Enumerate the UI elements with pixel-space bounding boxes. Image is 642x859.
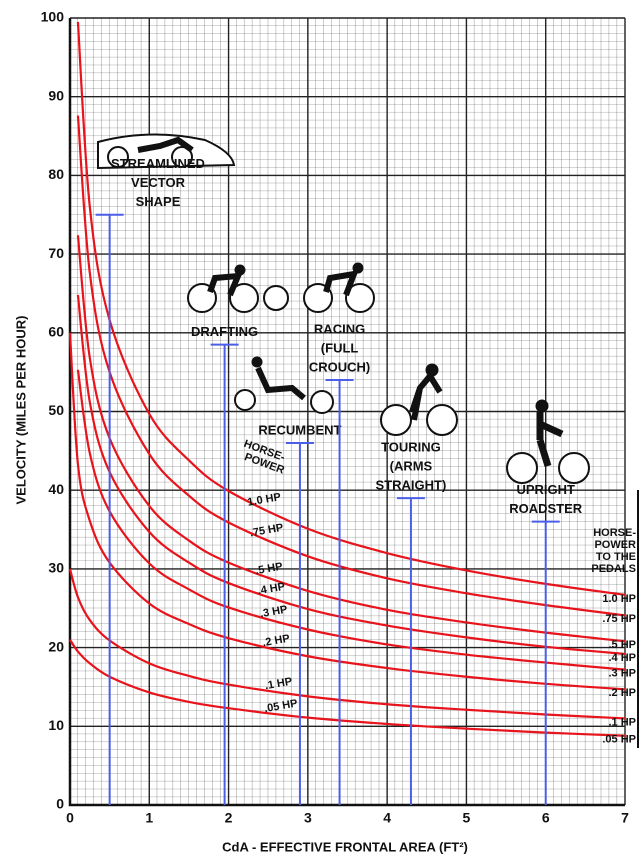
- position-label: TOURING: [381, 440, 441, 455]
- x-tick-label: 7: [621, 810, 629, 826]
- y-axis-title: VELOCITY (MILES PER HOUR): [13, 316, 28, 505]
- y-tick-label: 40: [48, 481, 64, 497]
- x-tick-label: 1: [145, 810, 153, 826]
- legend-label: .3 HP: [608, 668, 636, 680]
- legend-label: .1 HP: [608, 716, 636, 728]
- page: {"chart_data": { "type": "line", "xlabel…: [0, 0, 642, 859]
- y-tick-label: 60: [48, 324, 64, 340]
- icon-wheel: [559, 453, 589, 483]
- icon-head: [252, 357, 262, 367]
- position-label: DRAFTING: [191, 324, 258, 339]
- icon-wheel: [427, 405, 457, 435]
- icon-wheel: [264, 286, 288, 310]
- y-tick-label: 30: [48, 560, 64, 576]
- y-tick-label: 70: [48, 245, 64, 261]
- position-label: STREAMLINED: [111, 156, 205, 171]
- y-tick-label: 0: [56, 796, 64, 812]
- y-tick-label: 80: [48, 166, 64, 182]
- y-tick-label: 100: [41, 9, 65, 25]
- legend-label: .05 HP: [602, 734, 636, 746]
- position-label: ROADSTER: [509, 501, 583, 516]
- x-axis-title: CdA - EFFECTIVE FRONTAL AREA (FT²): [222, 839, 468, 854]
- icon-wheel: [381, 405, 411, 435]
- icon-wheel: [507, 453, 537, 483]
- legend-heading: TO THE: [596, 551, 636, 563]
- y-tick-label: 90: [48, 87, 64, 103]
- x-tick-label: 2: [225, 810, 233, 826]
- icon-wheel: [311, 391, 333, 413]
- position-label: RECUMBENT: [258, 422, 341, 437]
- icon-head: [353, 263, 363, 273]
- legend-label: 1.0 HP: [602, 593, 636, 605]
- position-label: CROUCH): [309, 359, 370, 374]
- legend-heading: HORSE-: [593, 527, 636, 539]
- x-tick-label: 5: [463, 810, 471, 826]
- chart: VELOCITY (MILES PER HOUR) CdA - EFFECTIV…: [0, 0, 642, 859]
- position-label: (FULL: [321, 340, 359, 355]
- y-tick-label: 10: [48, 717, 64, 733]
- icon-head: [536, 400, 548, 412]
- position-label: SHAPE: [136, 194, 181, 209]
- x-tick-label: 6: [542, 810, 550, 826]
- icon-head: [426, 364, 438, 376]
- position-label: VECTOR: [131, 175, 186, 190]
- position-label: RACING: [314, 321, 365, 336]
- legend-heading: PEDALS: [591, 563, 636, 575]
- position-label: STRAIGHT): [376, 478, 447, 493]
- legend-label: .2 HP: [608, 687, 636, 699]
- icon-head: [235, 265, 245, 275]
- legend-heading: POWER: [594, 539, 636, 551]
- x-tick-label: 3: [304, 810, 312, 826]
- legend-label: .4 HP: [608, 652, 636, 664]
- position-label: (ARMS: [390, 459, 433, 474]
- icon-wheel: [235, 390, 255, 410]
- legend-label: .5 HP: [608, 639, 636, 651]
- y-tick-label: 20: [48, 638, 64, 654]
- x-tick-label: 0: [66, 810, 74, 826]
- x-tick-label: 4: [383, 810, 391, 826]
- y-tick-label: 50: [48, 402, 64, 418]
- position-label: UPRIGHT: [516, 482, 575, 497]
- legend-label: .75 HP: [602, 613, 636, 625]
